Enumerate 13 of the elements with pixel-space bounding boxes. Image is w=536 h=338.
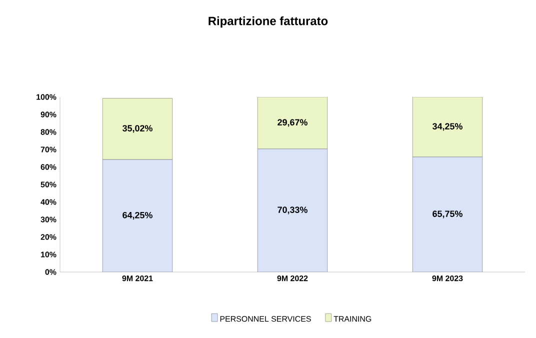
bar [412, 156, 483, 272]
data-label: 34,25% [432, 123, 462, 131]
chart-title: Ripartizione fatturato [208, 16, 328, 28]
bar [102, 159, 173, 272]
data-label: 65,75% [432, 210, 462, 218]
data-label: 70,33% [278, 206, 308, 214]
data-label: 29,67% [278, 119, 308, 127]
bar [102, 98, 173, 160]
bar [412, 96, 483, 158]
bar [257, 148, 328, 272]
bar [257, 96, 328, 150]
data-label: 64,25% [122, 212, 152, 220]
data-label: 35,02% [122, 125, 152, 133]
